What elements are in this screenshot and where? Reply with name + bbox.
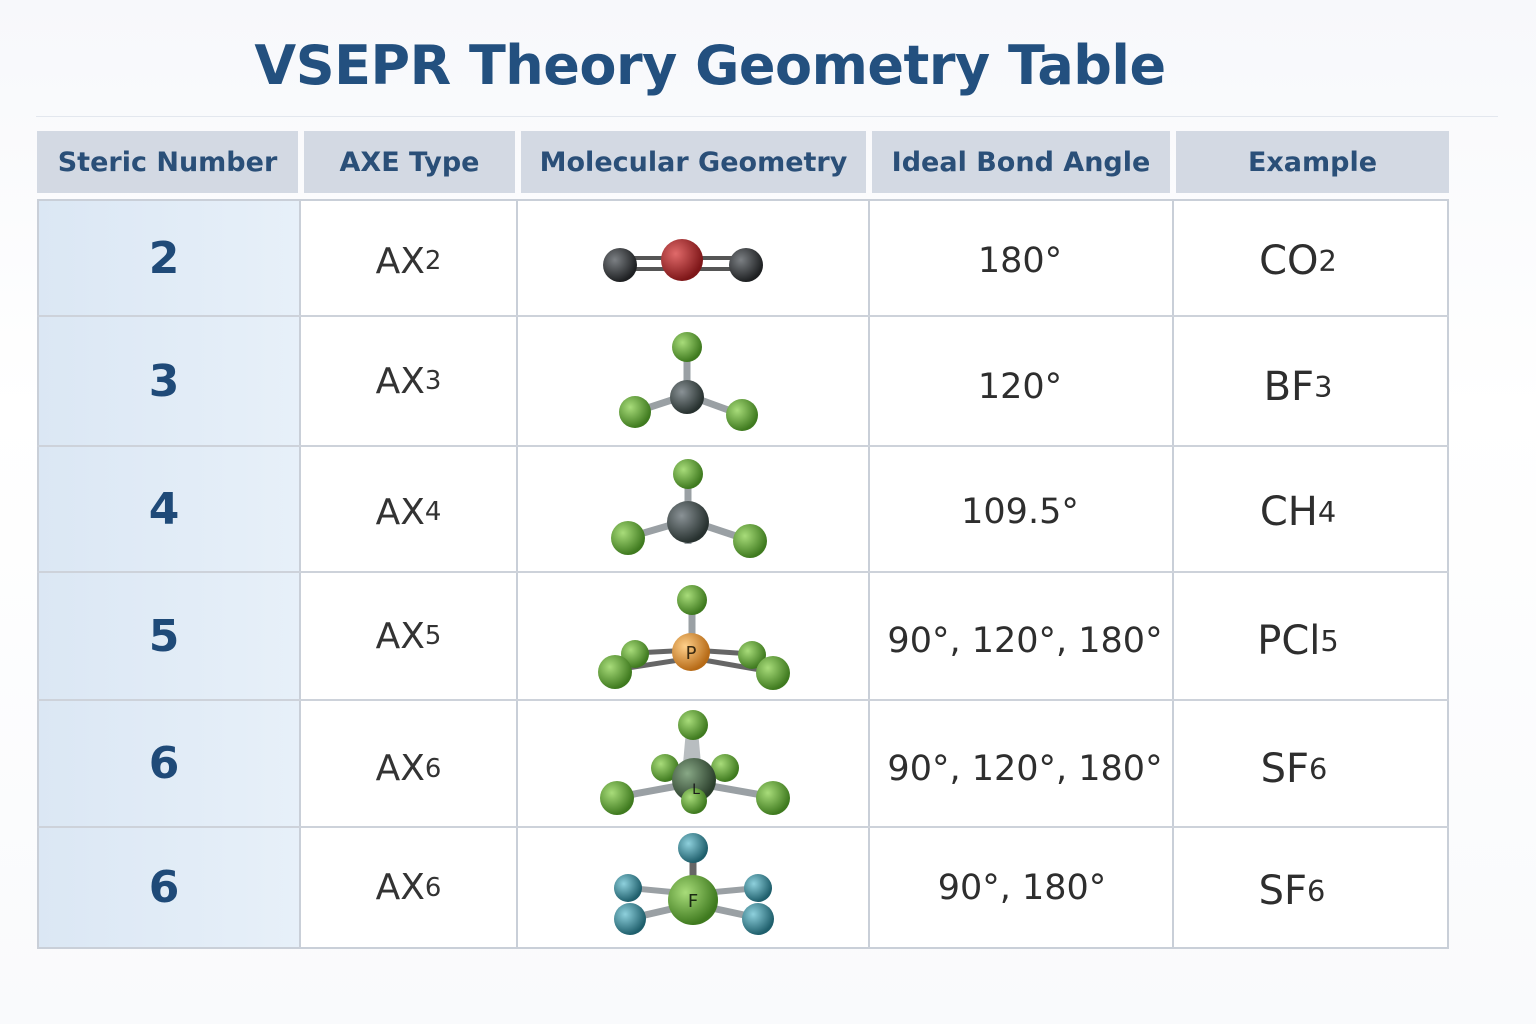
bond-angle-cell: 90°, 120°, 180° [887,621,1163,661]
axe-type-cell: AX 4 [375,491,442,533]
bond-angle-cell: 90°, 120°, 180° [887,749,1163,789]
example-cell: PCl 5 [1257,618,1339,664]
bond-angle-cell: 120° [977,367,1063,407]
steric-column-shading [39,201,299,947]
example-cell: BF 3 [1263,364,1333,410]
axe-type-cell: AX 3 [375,360,442,402]
example-cell: SF 6 [1258,867,1326,914]
steric-number-cell: 5 [148,610,180,662]
axe-type-cell: AX 6 [375,867,442,908]
steric-number-cell: 3 [148,355,180,407]
header-molecular-geometry: Molecular Geometry [521,131,866,193]
example-cell: CO 2 [1259,238,1337,284]
axe-type-cell: AX 2 [375,240,442,282]
trigonal-bipyramidal-molecule-icon: P [598,585,790,690]
column-divider [868,199,870,949]
row-divider [37,445,1449,447]
row-divider [37,315,1449,317]
row-divider [37,571,1449,573]
page-title: VSEPR Theory Geometry Table [254,34,1166,97]
square-molecule-icon: F [614,833,774,935]
steric-number-cell: 4 [148,483,180,535]
steric-number-cell: 6 [148,738,180,789]
header-steric-number: Steric Number [37,131,298,193]
steric-number-cell: 2 [148,232,180,284]
example-cell: SF 6 [1260,746,1328,792]
bond-angle-cell: 180° [977,241,1063,281]
header-axe-type: AXE Type [304,131,515,193]
linear-molecule-icon [603,239,763,282]
octahedral-molecule-icon: L [600,710,790,815]
bond-angle-cell: 109.5° [961,492,1079,532]
example-cell: CH 4 [1259,489,1337,535]
axe-type-cell: AX 6 [375,748,442,789]
trigonal-planar-molecule-icon [619,332,758,431]
row-divider [37,826,1449,828]
bond-angle-cell: 90°, 180° [937,867,1107,908]
row-divider [37,699,1449,701]
header-ideal-bond-angle: Ideal Bond Angle [872,131,1170,193]
tetrahedral-molecule-icon [611,459,767,558]
column-divider [1172,199,1174,949]
axe-type-cell: AX 5 [375,615,442,657]
column-divider [299,199,301,949]
atom-label: L [692,782,700,798]
atom-label: P [686,643,697,664]
column-divider [516,199,518,949]
steric-number-cell: 6 [148,862,180,913]
atom-label: F [688,891,698,912]
header-example: Example [1176,131,1449,193]
title-divider [36,116,1498,117]
